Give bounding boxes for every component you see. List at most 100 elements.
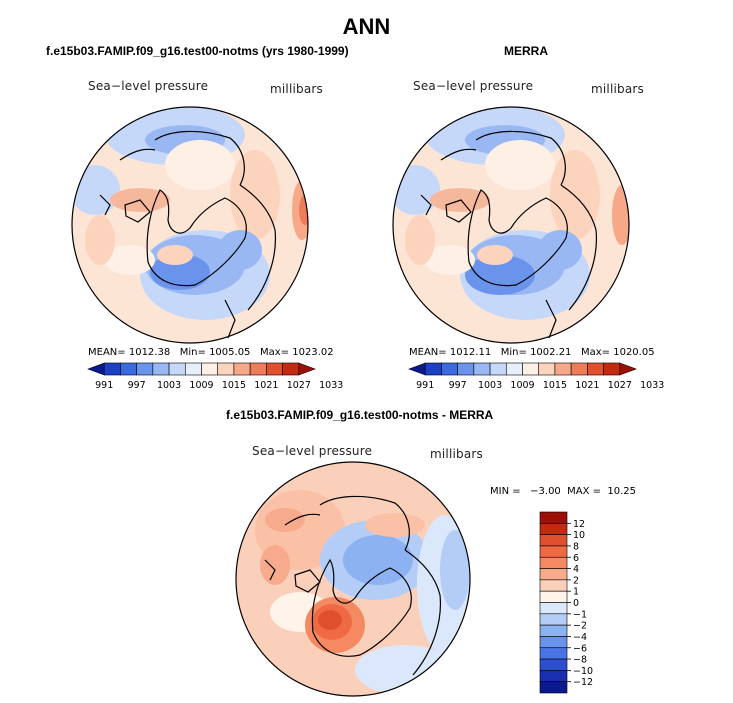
map-1	[71, 106, 309, 344]
colorbar-swatch	[441, 362, 458, 376]
colorbar-swatch	[539, 624, 568, 637]
colorbar-swatch	[201, 362, 219, 376]
colorbar-tick-label: −1	[573, 609, 587, 620]
colorbar-swatch	[424, 362, 442, 376]
colorbar-tick-label: 997	[128, 380, 146, 391]
colorbar-tick-label: 10	[573, 530, 585, 541]
panel-3-units: millibars	[430, 447, 483, 461]
panel-3-stats: MIN = −3.00 MAX = 10.25	[490, 486, 637, 497]
colorbar-swatch	[489, 362, 507, 376]
colorbar-tick-label: 1003	[157, 380, 181, 391]
panel-2-title: MERRA	[504, 44, 548, 58]
colorbar-swatch	[539, 534, 568, 547]
colorbar-swatch	[539, 658, 568, 671]
colorbar-tick-label: 1009	[510, 380, 534, 391]
colorbar-tick-label: −12	[573, 677, 593, 688]
colorbar-swatch	[539, 613, 568, 626]
colorbar-tick-label: 991	[416, 380, 434, 391]
colorbar-swatch	[473, 362, 491, 376]
colorbar-swatch	[217, 362, 235, 376]
colorbar-tick-label: 4	[573, 564, 579, 575]
colorbar-tick-label: 1027	[608, 380, 632, 391]
colorbar-swatch	[298, 362, 316, 376]
max-label: Max=	[580, 347, 611, 358]
colorbar-tick-label: 0	[573, 598, 579, 609]
colorbar-swatch	[539, 681, 568, 694]
colorbar-swatch	[619, 362, 637, 376]
panel-1-units: millibars	[270, 82, 323, 96]
colorbar-swatch	[168, 362, 186, 376]
colorbar-2: 991 997 1003 1009 1015 1021 1027 1033	[408, 362, 664, 391]
colorbar-swatch	[184, 362, 202, 376]
max-label: Max=	[259, 347, 290, 358]
colorbar-swatch	[408, 362, 426, 376]
colorbar-swatch	[266, 362, 283, 376]
colorbar-swatch	[539, 590, 568, 603]
colorbar-tick-label: −6	[573, 643, 587, 654]
colorbar-swatch	[554, 362, 572, 376]
colorbar-swatch	[505, 362, 523, 376]
colorbar-swatch	[539, 636, 568, 649]
map-2	[392, 106, 630, 344]
max-value: 1023.02	[292, 347, 334, 358]
colorbar-tick-label: 1033	[319, 380, 343, 391]
colorbar-swatch	[539, 647, 568, 660]
colorbar-swatch	[539, 556, 568, 569]
colorbar-tick-label: 991	[95, 380, 113, 391]
panel-1-variable: Sea−level pressure	[88, 79, 209, 93]
colorbar-tick-label: 1009	[189, 380, 213, 391]
colorbar-tick-label: 12	[573, 519, 585, 530]
colorbar-swatch	[539, 670, 568, 682]
panel-3-variable: Sea−level pressure	[252, 444, 373, 458]
colorbar-tick-label: 1021	[254, 380, 278, 391]
colorbar-swatch	[457, 362, 475, 376]
colorbar-tick-label: 8	[573, 541, 579, 552]
panel-1-title: f.e15b03.FAMIP.f09_g16.test00-notms (yrs…	[46, 44, 349, 58]
map-3	[235, 461, 471, 697]
colorbar-tick-label: 2	[573, 575, 579, 586]
colorbar-tick-label: 1015	[543, 380, 567, 391]
colorbar-swatch	[539, 602, 568, 615]
panel-3-title: f.e15b03.FAMIP.f09_g16.test00-notms - ME…	[226, 408, 494, 422]
mean-label: MEAN=	[88, 347, 126, 358]
mean-value: 1012.38	[128, 347, 171, 358]
colorbar-swatch	[87, 362, 105, 376]
colorbar-swatch	[539, 545, 568, 558]
mean-label: MEAN=	[409, 347, 447, 358]
panel-1-stats: MEAN= 1012.38 Min= 1005.05 Max= 1023.02	[88, 347, 334, 358]
colorbar-swatch	[103, 362, 121, 376]
colorbar-swatch	[152, 362, 170, 376]
colorbar-tick-label: −2	[573, 621, 587, 632]
main-title: ANN	[342, 14, 391, 39]
min-value: 1005.05	[209, 347, 251, 358]
colorbar-1: 991 997 1003 1009 1015 1021 1027 1033	[87, 362, 343, 391]
colorbar-tick-label: 1027	[287, 380, 311, 391]
colorbar-swatch	[539, 579, 568, 592]
colorbar-tick-label: −8	[573, 655, 587, 666]
panel-2-units: millibars	[591, 82, 644, 96]
colorbar-tick-label: −4	[573, 632, 587, 643]
min-label: Min=	[500, 347, 527, 358]
colorbar-swatch	[539, 568, 568, 581]
colorbar-swatch	[539, 523, 568, 535]
colorbar-swatch	[603, 362, 621, 376]
colorbar-swatch	[249, 362, 267, 376]
colorbar-tick-label: 997	[449, 380, 467, 391]
colorbar-tick-label: 1015	[222, 380, 246, 391]
colorbar-tick-label: 1003	[478, 380, 502, 391]
colorbar-tick-label: 6	[573, 553, 579, 564]
colorbar-tick-label: 1	[573, 587, 579, 598]
panel-2-stats: MEAN= 1012.11 Min= 1002.21 Max= 1020.05	[409, 347, 655, 358]
colorbar-swatch	[136, 362, 154, 376]
colorbar-swatch	[570, 362, 588, 376]
colorbar-tick-label: 1033	[640, 380, 664, 391]
colorbar-swatch	[587, 362, 604, 376]
colorbar-tick-label: 1021	[575, 380, 599, 391]
min-value: 1002.21	[530, 347, 572, 358]
colorbar-swatch	[120, 362, 137, 376]
mean-value: 1012.11	[449, 347, 492, 358]
colorbar-tick-label: −10	[573, 666, 593, 677]
panel-2-variable: Sea−level pressure	[413, 79, 534, 93]
